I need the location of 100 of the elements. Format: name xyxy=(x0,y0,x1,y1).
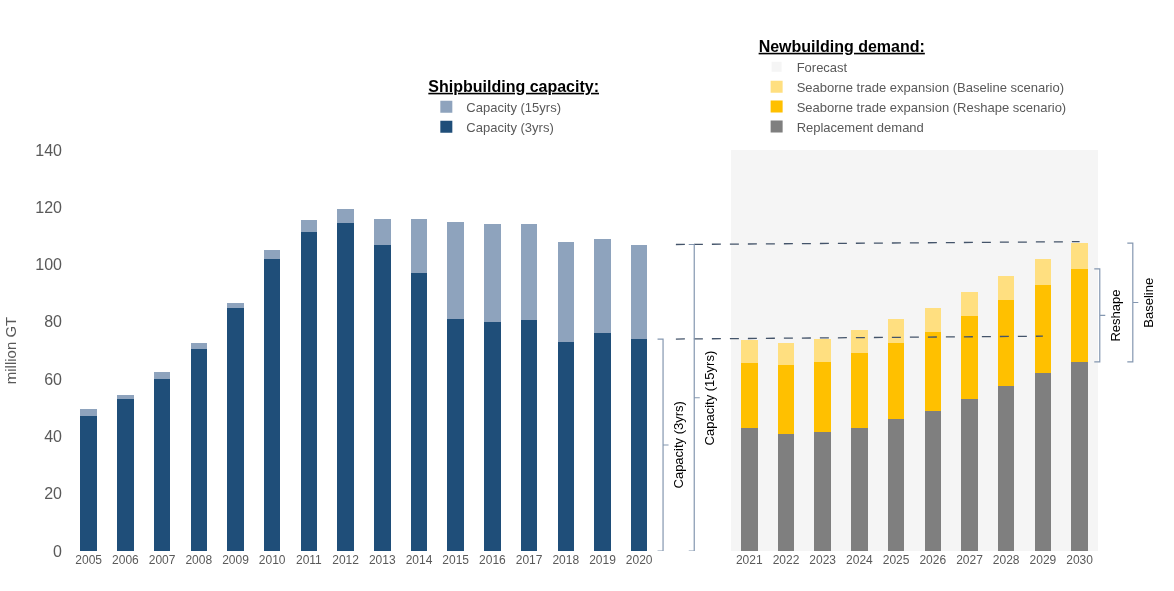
bar xyxy=(374,244,391,551)
x-tick-label: 2025 xyxy=(882,553,910,567)
legend-label: Capacity (15yrs) xyxy=(466,99,561,115)
bar xyxy=(447,221,464,319)
bar xyxy=(1071,243,1088,269)
bar xyxy=(997,386,1015,551)
bar xyxy=(887,318,905,344)
bar xyxy=(153,379,171,551)
x-tick-label: 2017 xyxy=(515,553,543,567)
bar xyxy=(263,258,281,551)
bar xyxy=(961,291,978,317)
text: Baseline xyxy=(1140,277,1156,328)
bar xyxy=(851,427,868,551)
bar xyxy=(630,244,648,340)
x-tick-label: 2016 xyxy=(479,553,507,567)
y-tick-label: 100 xyxy=(35,256,63,274)
bar xyxy=(594,238,611,334)
bar xyxy=(557,341,575,551)
bar xyxy=(924,307,942,332)
bar xyxy=(1034,284,1052,374)
x-tick-label: 2010 xyxy=(258,553,286,567)
bar xyxy=(741,427,758,551)
bar xyxy=(777,343,795,365)
x-tick-label: 2015 xyxy=(442,553,470,567)
y-tick-label: 140 xyxy=(35,141,63,159)
legend-label: Forecast xyxy=(796,59,848,75)
x-tick-label: 2012 xyxy=(332,553,360,567)
bar xyxy=(777,433,795,551)
x-tick-label: 2008 xyxy=(185,553,213,567)
bar xyxy=(484,321,501,551)
bar xyxy=(337,223,354,551)
y-tick-label: 60 xyxy=(44,370,63,388)
x-tick-label: 2019 xyxy=(589,553,617,567)
bar xyxy=(997,300,1015,387)
bar xyxy=(410,273,428,551)
bar xyxy=(924,410,942,551)
bar xyxy=(557,241,575,342)
x-tick-label: 2011 xyxy=(295,553,323,567)
y-tick-label: 0 xyxy=(53,542,63,560)
bar xyxy=(814,361,831,433)
bar xyxy=(374,218,391,245)
bar xyxy=(80,409,97,417)
bar xyxy=(887,343,905,420)
bar xyxy=(410,218,428,274)
bar xyxy=(520,320,538,551)
x-tick-label: 2030 xyxy=(1066,553,1094,567)
bar xyxy=(190,349,208,551)
x-tick-label: 2028 xyxy=(992,553,1020,567)
bar xyxy=(997,276,1015,301)
bar xyxy=(1071,268,1088,362)
bar xyxy=(263,250,281,259)
bar xyxy=(227,303,244,308)
bar xyxy=(80,416,97,551)
x-tick-label: 2024 xyxy=(846,553,874,567)
bar xyxy=(851,330,868,354)
annotation: Capacity (3yrs) xyxy=(671,401,687,489)
bar xyxy=(190,343,208,350)
x-tick-label: 2014 xyxy=(405,553,433,567)
x-tick-label: 2026 xyxy=(919,553,947,567)
bar xyxy=(1071,361,1088,551)
bar xyxy=(1034,373,1052,551)
x-tick-label: 2022 xyxy=(772,553,800,567)
x-tick-label: 2006 xyxy=(112,553,140,567)
y-tick-label: 20 xyxy=(44,485,63,503)
bar xyxy=(887,419,905,551)
bar xyxy=(227,307,244,551)
x-tick-label: 2023 xyxy=(809,553,837,567)
bar xyxy=(741,363,758,428)
y-tick-label: 40 xyxy=(44,428,63,446)
text: Reshape xyxy=(1107,289,1123,342)
bar xyxy=(924,331,942,411)
y-tick-label: 80 xyxy=(44,313,63,331)
bar xyxy=(1034,258,1052,285)
bar xyxy=(961,316,978,400)
x-tick-label: 2005 xyxy=(75,553,103,567)
bar xyxy=(153,371,171,380)
bar xyxy=(851,353,868,428)
legend-label: Replacement demand xyxy=(796,119,924,135)
x-tick-label: 2018 xyxy=(552,553,580,567)
x-tick-label: 2021 xyxy=(735,553,763,567)
bar xyxy=(594,333,611,551)
annotation: Capacity (15yrs) xyxy=(701,350,717,446)
x-tick-label: 2013 xyxy=(368,553,396,567)
text: Shipbuilding capacity: xyxy=(428,77,600,95)
bar xyxy=(814,339,831,362)
bar xyxy=(630,339,648,551)
bar xyxy=(117,399,134,551)
bar xyxy=(961,399,978,551)
legend-label: Seaborne trade expansion (Baseline scenario) xyxy=(796,79,1065,95)
x-tick-label: 2029 xyxy=(1029,553,1057,567)
bar xyxy=(484,224,501,322)
x-tick-label: 2027 xyxy=(956,553,984,567)
y-axis-title: million GT xyxy=(1,316,19,385)
bar xyxy=(300,231,318,551)
text: Newbuilding demand: xyxy=(758,37,925,55)
legend-label: Seaborne trade expansion (Reshape scenario) xyxy=(796,99,1067,115)
bar xyxy=(520,224,538,321)
legend-label: Capacity (3yrs) xyxy=(466,119,554,135)
y-tick-label: 120 xyxy=(35,198,63,216)
bar xyxy=(300,220,318,232)
